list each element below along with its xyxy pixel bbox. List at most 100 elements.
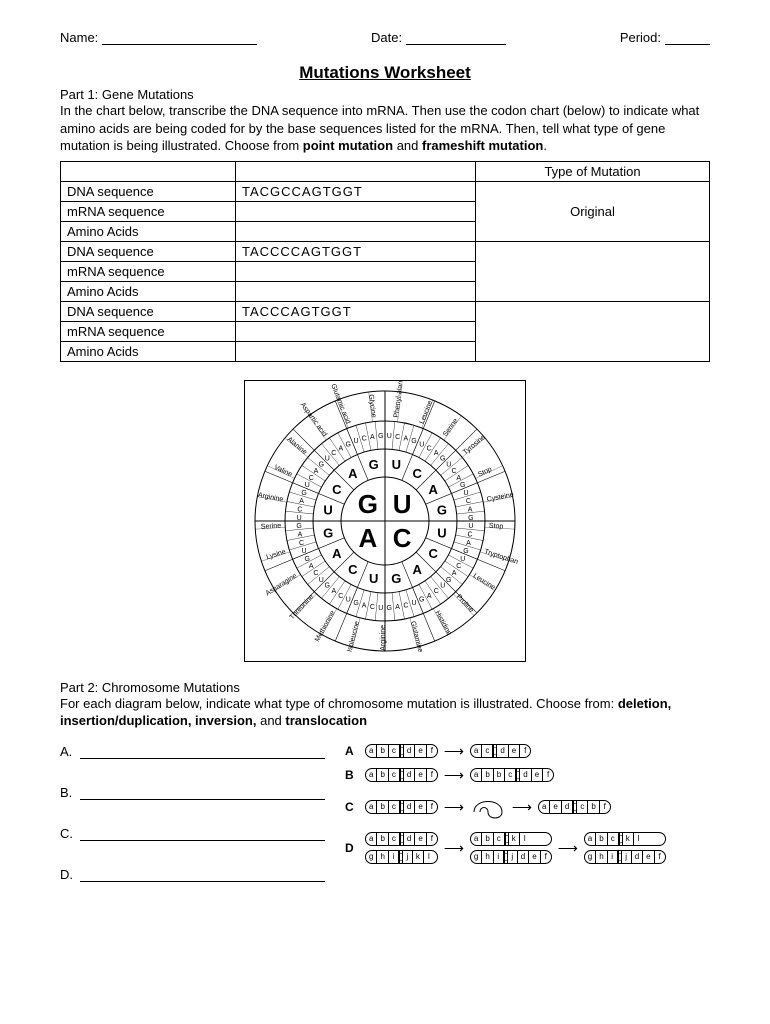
answer-blank-a[interactable]: [80, 745, 325, 759]
svg-text:G: G: [386, 605, 391, 612]
row-label-mrna: mRNA sequence: [61, 321, 236, 341]
diagram-row-a: Aabcdef⟶acdef: [345, 744, 710, 758]
chromosome: acdef: [470, 744, 531, 758]
part2-instr-text: For each diagram below, indicate what ty…: [60, 696, 618, 711]
date-blank[interactable]: [406, 44, 506, 45]
dna-value-0: TACGCCAGTGGT: [236, 181, 476, 201]
svg-text:A: A: [395, 604, 400, 611]
answer-line-c[interactable]: C.: [60, 826, 325, 841]
name-blank[interactable]: [102, 44, 257, 45]
diagram-row-b: Babcdef⟶abbcdef: [345, 768, 710, 782]
svg-text:G: G: [378, 433, 383, 440]
svg-text:C: C: [452, 467, 457, 474]
svg-text:U: U: [460, 555, 465, 562]
chromosome: abckl: [470, 832, 552, 846]
mrna-value-2[interactable]: [236, 321, 476, 341]
svg-text:G: G: [463, 548, 468, 555]
svg-text:Histidine: Histidine: [433, 609, 452, 636]
chromosome: abbcdef: [470, 768, 554, 782]
period-field[interactable]: Period:: [620, 30, 710, 45]
table-header-blank1: [61, 161, 236, 181]
type-cell-1[interactable]: [476, 241, 710, 301]
aa-value-2[interactable]: [236, 341, 476, 361]
part2-body: A. B. C. D. Aabcdef⟶acdefBabcdef⟶abbcdef…: [60, 744, 710, 908]
svg-text:U: U: [369, 571, 378, 586]
svg-text:G: G: [323, 525, 333, 540]
dna-value-2: TACCCAGTGGT: [236, 301, 476, 321]
answer-blank-d[interactable]: [80, 868, 325, 882]
date-field[interactable]: Date:: [371, 30, 506, 45]
answer-blank-b[interactable]: [80, 786, 325, 800]
aa-value-1[interactable]: [236, 281, 476, 301]
svg-text:Proline: Proline: [455, 593, 475, 614]
diagram-label: C: [345, 800, 359, 814]
chromosome: abcdef: [365, 768, 438, 782]
svg-text:Leucine: Leucine: [472, 572, 497, 591]
svg-text:A: A: [370, 434, 375, 441]
type-cell-2[interactable]: [476, 301, 710, 361]
svg-text:C: C: [331, 450, 336, 457]
arrow-icon: ⟶: [444, 841, 464, 855]
svg-text:U: U: [323, 502, 332, 517]
svg-text:U: U: [440, 582, 445, 589]
part2-instructions: For each diagram below, indicate what ty…: [60, 695, 710, 730]
svg-text:A: A: [466, 540, 471, 547]
svg-text:A: A: [338, 445, 343, 452]
answer-letter-c: C.: [60, 826, 80, 841]
svg-text:Stop: Stop: [489, 522, 504, 530]
part1-bold-point: point mutation: [303, 138, 393, 153]
svg-text:G: G: [460, 482, 465, 489]
answer-blank-c[interactable]: [80, 827, 325, 841]
diagram-label: D: [345, 841, 359, 855]
svg-text:A: A: [362, 602, 367, 609]
row-label-dna: DNA sequence: [61, 241, 236, 261]
svg-text:A: A: [331, 588, 336, 595]
table-row: DNA sequence TACCCAGTGGT: [61, 301, 710, 321]
answer-letter-b: B.: [60, 785, 80, 800]
answer-line-a[interactable]: A.: [60, 744, 325, 759]
svg-text:Arginine: Arginine: [257, 491, 284, 503]
table-row: DNA sequence TACGCCAGTGGT Original: [61, 181, 710, 201]
svg-text:Threonine: Threonine: [289, 593, 316, 621]
svg-text:G: G: [419, 596, 424, 603]
svg-text:G: G: [353, 600, 358, 607]
row-label-aa: Amino Acids: [61, 341, 236, 361]
svg-text:C: C: [332, 481, 342, 496]
chromosome: abckl: [584, 832, 666, 846]
svg-text:U: U: [446, 461, 451, 468]
diagrams-column: Aabcdef⟶acdefBabcdef⟶abbcdefCabcdef⟶⟶aed…: [345, 744, 710, 908]
period-blank[interactable]: [665, 44, 710, 45]
svg-text:G: G: [305, 555, 310, 562]
answers-column: A. B. C. D.: [60, 744, 325, 908]
svg-text:A: A: [429, 481, 439, 496]
svg-text:Tryptophan: Tryptophan: [483, 548, 519, 566]
svg-text:C: C: [429, 546, 439, 561]
mrna-value-1[interactable]: [236, 261, 476, 281]
svg-text:A: A: [299, 498, 304, 505]
row-label-aa: Amino Acids: [61, 221, 236, 241]
name-field[interactable]: Name:: [60, 30, 257, 45]
arrow-icon: ⟶: [444, 800, 464, 814]
svg-text:G: G: [391, 571, 401, 586]
answer-line-b[interactable]: B.: [60, 785, 325, 800]
svg-text:C: C: [403, 602, 408, 609]
aa-value-0[interactable]: [236, 221, 476, 241]
svg-text:A: A: [413, 562, 423, 577]
answer-line-d[interactable]: D.: [60, 867, 325, 882]
mrna-value-0[interactable]: [236, 201, 476, 221]
svg-text:G: G: [325, 582, 330, 589]
svg-text:C: C: [413, 465, 423, 480]
svg-text:Cysteine: Cysteine: [486, 491, 514, 503]
answer-letter-d: D.: [60, 867, 80, 882]
date-label: Date:: [371, 30, 402, 45]
svg-text:U: U: [463, 490, 468, 497]
type-cell-0[interactable]: Original: [476, 181, 710, 241]
svg-text:C: C: [313, 570, 318, 577]
dna-value-1: TACCCCAGTGGT: [236, 241, 476, 261]
svg-text:C: C: [299, 540, 304, 547]
answer-letter-a: A.: [60, 744, 80, 759]
svg-text:Asparagine: Asparagine: [265, 572, 299, 597]
diagram-label: B: [345, 768, 359, 782]
svg-text:Leucine: Leucine: [419, 399, 435, 424]
codon-wheel-svg: UCAGUCAGUCAGUCAGUCAGUCAGUCAGUCAGUCAGUCAG…: [245, 381, 525, 661]
